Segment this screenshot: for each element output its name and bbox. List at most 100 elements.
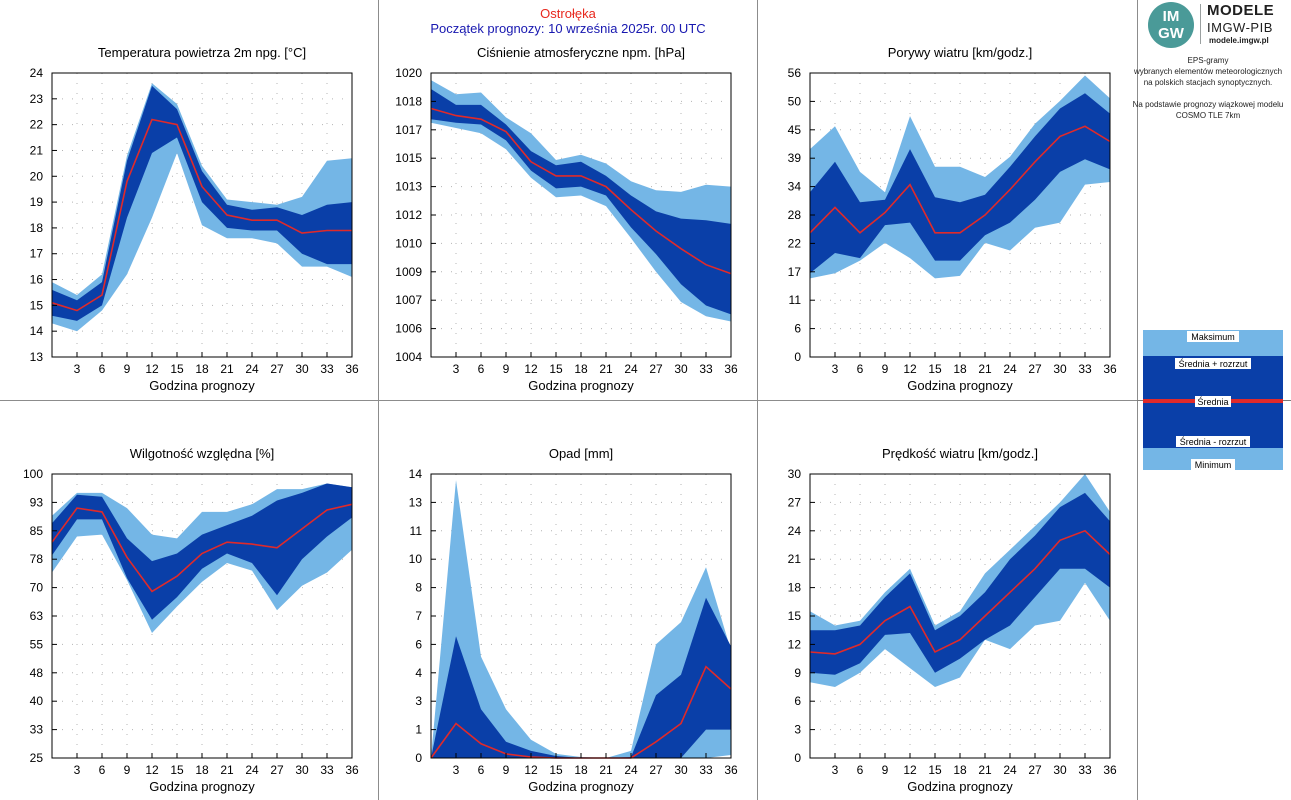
y-tick-label: 34 bbox=[788, 180, 802, 194]
x-axis-label: Godzina prognozy bbox=[528, 378, 634, 393]
logo-brand: MODELE bbox=[1207, 2, 1275, 19]
series-mean-line bbox=[51, 503, 353, 593]
x-tick-label: 6 bbox=[478, 763, 485, 777]
legend-mean-label: Średnia bbox=[1197, 396, 1228, 407]
y-tick-label: 21 bbox=[788, 552, 802, 566]
x-tick-label: 30 bbox=[295, 763, 309, 777]
y-tick-label: 48 bbox=[30, 666, 44, 680]
band-spread bbox=[52, 85, 352, 321]
y-tick-label: 1020 bbox=[395, 66, 422, 80]
y-tick-label: 33 bbox=[30, 723, 44, 737]
band-spread bbox=[810, 93, 1110, 274]
y-tick-label: 21 bbox=[30, 143, 44, 157]
x-tick-label: 15 bbox=[549, 763, 563, 777]
y-tick-label: 1004 bbox=[395, 350, 422, 364]
y-tick-label: 14 bbox=[30, 324, 44, 338]
info-line-2: wybranych elementów meteorologicznych bbox=[1133, 67, 1283, 76]
x-tick-label: 3 bbox=[74, 362, 81, 376]
x-tick-label: 36 bbox=[724, 362, 738, 376]
x-tick-label: 24 bbox=[245, 763, 259, 777]
x-tick-label: 30 bbox=[674, 763, 688, 777]
logo-letters-bottom: GW bbox=[1158, 25, 1184, 42]
x-tick-label: 36 bbox=[345, 763, 359, 777]
x-tick-label: 9 bbox=[124, 763, 131, 777]
y-tick-label: 8 bbox=[415, 581, 422, 595]
x-tick-label: 27 bbox=[649, 362, 663, 376]
x-tick-label: 18 bbox=[574, 362, 588, 376]
x-tick-label: 24 bbox=[1003, 763, 1017, 777]
y-tick-label: 93 bbox=[30, 495, 44, 509]
info-line-3: na polskich stacjach synoptycznych. bbox=[1143, 78, 1273, 87]
y-tick-label: 15 bbox=[30, 298, 44, 312]
x-tick-label: 21 bbox=[599, 763, 613, 777]
forecast-header: Ostrołęka Początek prognozy: 10 września… bbox=[380, 6, 756, 36]
info-line-1: EPS-gramy bbox=[1187, 56, 1229, 65]
band-min-max bbox=[431, 480, 731, 758]
legend-mean-minus-label-bg bbox=[1176, 436, 1250, 447]
x-tick-label: 6 bbox=[99, 763, 106, 777]
x-tick-label: 15 bbox=[170, 763, 184, 777]
x-tick-label: 3 bbox=[74, 763, 81, 777]
x-tick-label: 12 bbox=[524, 763, 538, 777]
y-tick-label: 28 bbox=[788, 208, 802, 222]
y-tick-label: 12 bbox=[788, 637, 802, 651]
x-tick-label: 12 bbox=[903, 763, 917, 777]
y-tick-label: 24 bbox=[788, 524, 802, 538]
imgw-logo: IM GW MODELE IMGW-PIB modele.imgw.pl bbox=[1145, 0, 1291, 50]
y-tick-label: 18 bbox=[788, 581, 802, 595]
chart-title: Porywy wiatru [km/godz.] bbox=[888, 45, 1033, 60]
imgw-logo-icon: IM GW bbox=[1148, 2, 1194, 48]
x-tick-label: 18 bbox=[195, 763, 209, 777]
x-tick-label: 9 bbox=[882, 763, 889, 777]
y-tick-label: 27 bbox=[788, 495, 802, 509]
x-tick-label: 9 bbox=[503, 763, 510, 777]
x-tick-label: 6 bbox=[478, 362, 485, 376]
y-tick-label: 23 bbox=[30, 92, 44, 106]
y-tick-label: 1017 bbox=[395, 123, 422, 137]
series-mean-line bbox=[51, 118, 352, 312]
x-tick-label: 36 bbox=[345, 362, 359, 376]
x-tick-label: 27 bbox=[1028, 362, 1042, 376]
x-tick-label: 33 bbox=[320, 763, 334, 777]
y-tick-label: 1018 bbox=[395, 94, 422, 108]
y-tick-label: 3 bbox=[415, 694, 422, 708]
x-tick-label: 6 bbox=[857, 763, 864, 777]
series-mean-line bbox=[809, 529, 1111, 655]
legend-min-label: Minimum bbox=[1195, 460, 1232, 470]
x-tick-label: 12 bbox=[903, 362, 917, 376]
y-tick-label: 11 bbox=[410, 524, 423, 538]
divider-horizontal bbox=[0, 400, 1137, 401]
x-tick-label: 21 bbox=[599, 362, 613, 376]
y-tick-label: 1015 bbox=[395, 151, 422, 165]
chart-title: Opad [mm] bbox=[549, 446, 613, 461]
y-tick-label: 17 bbox=[788, 265, 802, 279]
x-tick-label: 30 bbox=[295, 362, 309, 376]
chart-wind-speed: Prędkość wiatru [km/godz.]3 6 9 12 15 18 21 24 2… bbox=[788, 446, 1117, 794]
x-tick-label: 6 bbox=[99, 362, 106, 376]
series-mean-line bbox=[430, 107, 732, 275]
x-tick-label: 30 bbox=[1053, 362, 1067, 376]
chart-title: Temperatura powietrza 2m npg. [°C] bbox=[98, 45, 306, 60]
x-tick-label: 12 bbox=[145, 763, 159, 777]
y-tick-label: 85 bbox=[30, 524, 44, 538]
chart-wind-gusts: Porywy wiatru [km/godz.]3 6 9 12 15 18 21 24 27 3… bbox=[788, 45, 1117, 393]
x-tick-label: 6 bbox=[857, 362, 864, 376]
x-tick-label: 3 bbox=[453, 362, 460, 376]
logo-url: modele.imgw.pl bbox=[1209, 36, 1269, 45]
legend: Maksimum Średnia + rozrzut Średnia Średn… bbox=[1143, 330, 1283, 470]
y-tick-label: 70 bbox=[30, 581, 44, 595]
x-tick-label: 27 bbox=[270, 362, 284, 376]
y-tick-label: 50 bbox=[788, 94, 802, 108]
x-tick-label: 9 bbox=[882, 362, 889, 376]
x-tick-label: 21 bbox=[978, 763, 992, 777]
y-tick-label: 11 bbox=[789, 293, 802, 307]
band-spread bbox=[810, 492, 1110, 675]
x-tick-label: 27 bbox=[1028, 763, 1042, 777]
info-line-4: Na podstawie prognozy wiązkowej modelu bbox=[1132, 100, 1284, 109]
x-tick-label: 36 bbox=[724, 763, 738, 777]
x-tick-label: 30 bbox=[1053, 763, 1067, 777]
x-tick-label: 15 bbox=[928, 362, 942, 376]
x-tick-label: 27 bbox=[649, 763, 663, 777]
y-tick-label: 9 bbox=[794, 666, 801, 680]
y-tick-label: 6 bbox=[794, 694, 801, 708]
